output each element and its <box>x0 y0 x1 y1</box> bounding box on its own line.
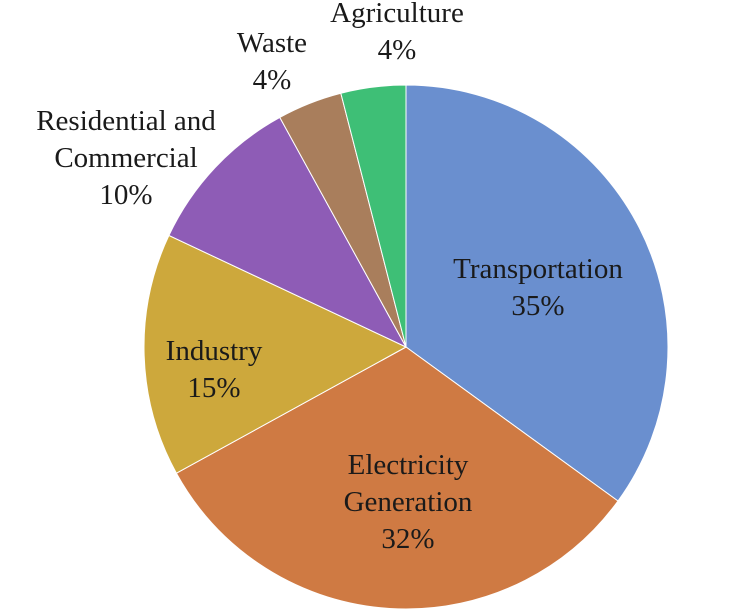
pie-slice-electricity <box>175 346 619 610</box>
pie-slice-transportation <box>405 84 669 502</box>
pie-slice-label-electricity: Electricity <box>348 449 469 481</box>
pie-slice-label-industry: Industry <box>166 335 263 367</box>
pie-slice-label-waste: Waste <box>237 27 307 59</box>
pie-slice-label-residential: Residential and <box>36 105 216 137</box>
pie-value-label-waste: 4% <box>253 64 292 96</box>
pie-slice-industry <box>143 234 408 474</box>
pie-slice-label-electricity: Generation <box>344 486 473 518</box>
pie-slice-residential <box>168 116 408 349</box>
pie-slices <box>143 84 669 610</box>
pie-value-label-transportation: 35% <box>511 290 564 322</box>
pie-value-label-residential: 10% <box>99 179 152 211</box>
pie-value-label-industry: 15% <box>187 372 240 404</box>
pie-slice-agriculture <box>340 84 407 348</box>
pie-slice-label-residential: Commercial <box>54 142 197 174</box>
pie-value-label-electricity: 32% <box>381 523 434 555</box>
pie-labels: Transportation 35% Electricity Generation 32… <box>36 0 623 555</box>
pie-slice-label-agriculture: Agriculture <box>330 0 464 29</box>
pie-value-label-agriculture: 4% <box>378 34 417 66</box>
pie-slice-label-transportation: Transportation <box>453 253 623 285</box>
